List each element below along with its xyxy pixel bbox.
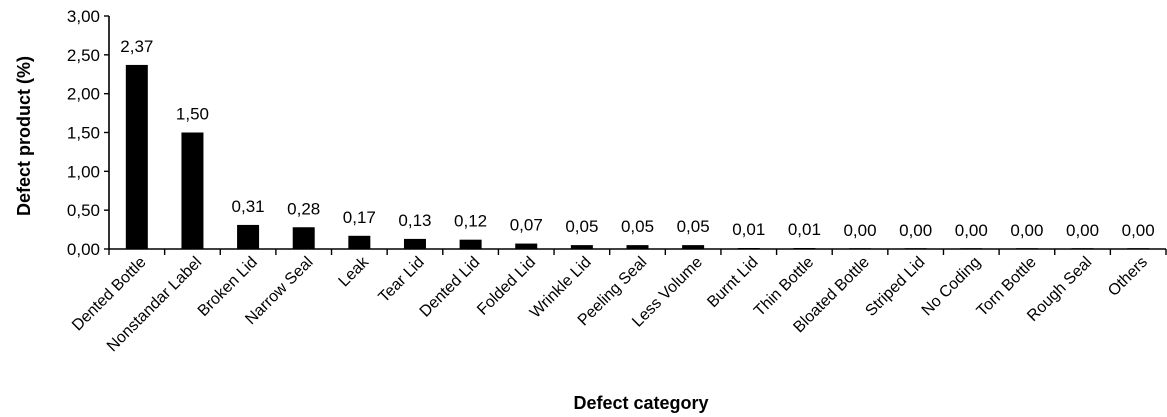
x-tick-label: Leak bbox=[336, 253, 373, 290]
x-tick-label: Nonstandar Label bbox=[104, 254, 205, 355]
data-label: 0,12 bbox=[454, 212, 487, 231]
bar bbox=[1015, 248, 1038, 249]
bar bbox=[1127, 248, 1150, 249]
data-label: 0,07 bbox=[510, 216, 543, 235]
data-label: 0,00 bbox=[955, 221, 988, 240]
data-label: 0,17 bbox=[343, 208, 376, 227]
bar bbox=[570, 245, 593, 249]
data-label: 0,05 bbox=[565, 217, 598, 236]
data-label: 0,00 bbox=[843, 221, 876, 240]
data-label: 0,01 bbox=[788, 220, 821, 239]
data-label: 0,00 bbox=[1066, 221, 1099, 240]
bar bbox=[348, 235, 371, 249]
data-label: 2,37 bbox=[120, 37, 153, 56]
x-tick-label: Dented Lid bbox=[417, 254, 484, 321]
bar bbox=[904, 248, 927, 249]
data-label: 0,01 bbox=[732, 220, 765, 239]
data-label: 0,05 bbox=[677, 217, 710, 236]
bar bbox=[237, 224, 260, 249]
x-tick-label: Tear Lid bbox=[376, 254, 428, 306]
x-tick-label: Others bbox=[1105, 254, 1151, 300]
data-label: 0,00 bbox=[1010, 221, 1043, 240]
bar bbox=[960, 248, 983, 249]
y-tick-label: 0,50 bbox=[67, 201, 100, 220]
data-label: 0,05 bbox=[621, 217, 654, 236]
y-tick-label: 3,00 bbox=[67, 7, 100, 26]
y-tick-label: 1,50 bbox=[67, 124, 100, 143]
bar bbox=[793, 248, 816, 249]
data-label: 0,00 bbox=[1122, 221, 1155, 240]
y-tick-label: 0,00 bbox=[67, 240, 100, 259]
bar bbox=[626, 245, 649, 249]
data-label: 0,00 bbox=[899, 221, 932, 240]
data-label: 0,31 bbox=[232, 197, 265, 216]
x-tick-label: Burnt Lid bbox=[704, 254, 761, 311]
data-label: 0,13 bbox=[398, 211, 431, 230]
data-label: 1,50 bbox=[176, 105, 209, 124]
bar bbox=[125, 64, 148, 250]
bar bbox=[515, 243, 538, 249]
bar bbox=[292, 227, 315, 249]
bar bbox=[181, 132, 204, 249]
x-tick-label: Striped Lid bbox=[862, 254, 928, 320]
y-tick-label: 2,00 bbox=[67, 85, 100, 104]
data-label: 0,28 bbox=[287, 199, 320, 218]
bar bbox=[737, 248, 760, 249]
y-axis-title: Defect product (%) bbox=[14, 56, 34, 216]
bar bbox=[682, 245, 705, 249]
bar bbox=[849, 248, 872, 249]
x-axis-title: Defect category bbox=[573, 393, 708, 413]
y-tick-label: 1,00 bbox=[67, 162, 100, 181]
bar bbox=[1071, 248, 1094, 249]
y-tick-label: 2,50 bbox=[67, 46, 100, 65]
bar bbox=[403, 238, 426, 249]
bar bbox=[459, 239, 482, 249]
